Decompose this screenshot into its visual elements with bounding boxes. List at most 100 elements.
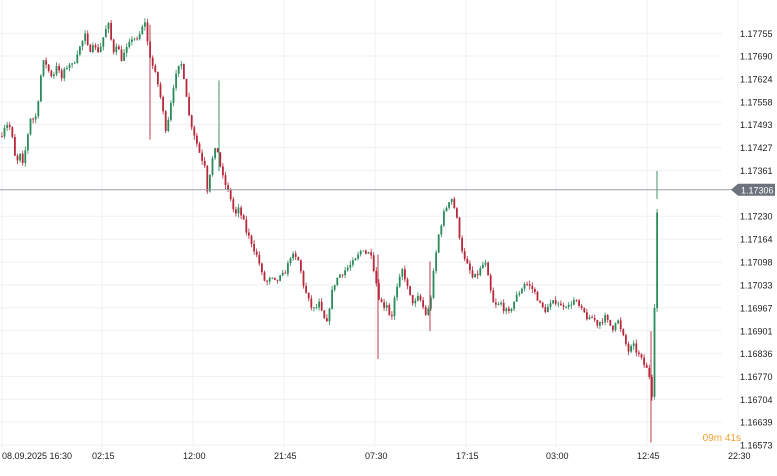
y-tick-label: 1.16901: [740, 326, 773, 336]
candle-body: [614, 323, 617, 331]
candle-body: [271, 277, 274, 279]
x-tick-label: 08.09.2025 16:30: [2, 451, 72, 461]
candle-body: [112, 39, 115, 53]
candle-body: [310, 298, 313, 308]
candle-body: [417, 295, 419, 301]
candle-body: [115, 46, 118, 53]
candle-body: [154, 65, 157, 73]
candle-body: [570, 304, 573, 306]
candle-body: [79, 46, 81, 55]
countdown-minutes: 09m: [702, 433, 723, 444]
y-tick-label: 1.17755: [740, 29, 773, 39]
candle-body: [177, 65, 180, 74]
candle-body: [336, 277, 339, 285]
candle-body: [279, 275, 281, 281]
candle-body: [242, 215, 245, 220]
candle-body: [544, 307, 547, 313]
candle-body: [375, 270, 378, 284]
x-tick-label: 02:15: [92, 451, 115, 461]
candle-body: [378, 283, 380, 300]
candle-body: [575, 299, 578, 301]
candle-body: [315, 307, 318, 309]
candle-body: [211, 158, 214, 175]
candle-body: [388, 305, 391, 315]
candle-body: [625, 335, 627, 344]
candle-body: [268, 277, 271, 282]
candle-body: [300, 260, 302, 272]
candle-body: [235, 209, 237, 214]
candle-body: [21, 153, 24, 164]
price-badge-label: 1.17306: [741, 185, 774, 195]
candle-body: [422, 300, 424, 308]
candle-body: [125, 47, 128, 53]
x-tick-label: 21:45: [274, 451, 297, 461]
candle-body: [643, 357, 645, 365]
candle-body: [391, 314, 393, 317]
y-tick-label: 1.16573: [740, 441, 773, 451]
candle-body: [34, 116, 37, 120]
candle-body: [549, 303, 552, 307]
candle-body: [606, 315, 609, 320]
candle-body: [437, 234, 440, 253]
candle-body: [547, 306, 549, 313]
candle-body: [42, 60, 45, 76]
candle-body: [253, 244, 255, 252]
candle-body: [99, 46, 102, 53]
candle-body: [534, 289, 536, 292]
candle-body: [172, 87, 175, 103]
x-tick-label: 22:30: [728, 451, 751, 461]
candle-body: [484, 262, 487, 265]
candle-body: [201, 152, 203, 161]
candle-body: [635, 343, 638, 353]
candle-body: [45, 60, 47, 65]
candle-body: [622, 329, 625, 336]
candle-body: [471, 270, 474, 278]
candle-body: [560, 303, 562, 306]
candle-body: [297, 256, 300, 261]
candle-body: [188, 96, 190, 116]
candle-body: [640, 354, 643, 358]
candle-body: [37, 101, 40, 117]
candle-body: [146, 22, 149, 42]
candle-body: [216, 148, 219, 153]
candle-body: [68, 64, 71, 69]
y-tick-label: 1.17427: [740, 143, 773, 153]
candle-body: [58, 66, 60, 71]
candle-body: [565, 306, 567, 308]
candle-body: [495, 302, 497, 305]
y-tick-label: 1.17098: [740, 258, 773, 268]
candle-body: [86, 33, 89, 45]
candle-body: [331, 289, 333, 309]
candle-body: [372, 255, 375, 271]
candle-body: [380, 299, 383, 303]
candle-body: [102, 37, 105, 47]
candle-body: [284, 272, 287, 274]
candle-body: [16, 155, 19, 161]
candle-body: [302, 271, 305, 287]
candle-body: [326, 318, 328, 322]
candle-body: [248, 232, 250, 236]
candle-body: [183, 64, 185, 79]
candle-body: [562, 305, 565, 307]
y-tick-label: 1.16836: [740, 349, 773, 359]
candle-body: [209, 174, 211, 192]
candles: [1, 18, 658, 443]
candle-body: [328, 308, 331, 322]
candle-body: [29, 118, 32, 135]
candle-body: [305, 286, 307, 293]
candle-body: [206, 165, 209, 192]
candle-body: [518, 293, 521, 295]
candle-body: [528, 284, 531, 286]
candle-body: [513, 301, 515, 309]
y-tick-label: 1.17558: [740, 98, 773, 108]
candle-body: [502, 302, 505, 312]
candle-body: [349, 264, 352, 268]
candle-body: [456, 208, 458, 218]
candle-body: [609, 319, 612, 326]
candle-body: [656, 212, 658, 309]
candle-body: [432, 270, 435, 298]
candle-body: [497, 304, 500, 306]
